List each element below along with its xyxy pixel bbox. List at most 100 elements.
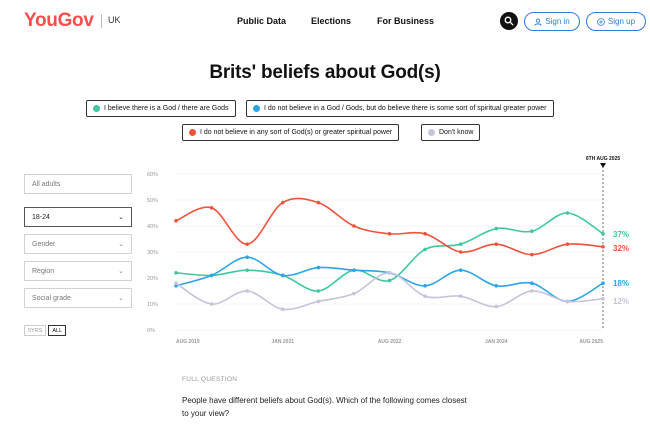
- nav-public-data[interactable]: Public Data: [237, 16, 287, 26]
- yougov-logo[interactable]: YouGov: [24, 10, 94, 31]
- population-filter[interactable]: All adults: [24, 174, 132, 194]
- page-title: Brits' beliefs about God(s): [209, 62, 441, 83]
- data-point: [458, 242, 463, 246]
- data-point: [280, 273, 285, 278]
- gender-filter[interactable]: Gender ⌄: [24, 234, 132, 254]
- data-point: [316, 200, 321, 205]
- legend-believe-god[interactable]: I believe there is a God / there are God…: [86, 100, 236, 117]
- sign-in-label: Sign in: [545, 17, 570, 26]
- nav-elections[interactable]: Elections: [311, 16, 352, 26]
- legend-no-god[interactable]: I do not believe in any sort of God(s) o…: [182, 124, 400, 141]
- x-tick-label: AUG 2019: [176, 339, 200, 345]
- data-point: [352, 224, 356, 228]
- search-icon: [504, 16, 514, 26]
- logo-divider: [101, 14, 102, 28]
- y-tick-label: 60%: [147, 172, 158, 178]
- date-marker-label: 6TH AUG 2025: [586, 156, 620, 162]
- y-tick-label: 10%: [147, 302, 158, 308]
- data-point: [565, 242, 570, 246]
- data-point: [530, 281, 534, 285]
- data-point: [209, 206, 214, 210]
- data-point: [423, 232, 427, 236]
- series-end-label: 12%: [613, 297, 629, 306]
- data-point: [387, 232, 392, 236]
- legend-dot: [93, 105, 100, 112]
- region-filter[interactable]: Region ⌄: [24, 261, 132, 281]
- data-point: [601, 281, 605, 285]
- range-all-button[interactable]: ALL: [48, 325, 67, 336]
- series-end-label: 18%: [613, 279, 629, 288]
- data-point: [458, 294, 463, 298]
- social-grade-filter[interactable]: Social grade ⌄: [24, 288, 132, 308]
- data-point: [245, 268, 249, 272]
- data-point: [316, 299, 321, 304]
- region-label[interactable]: UK: [108, 15, 121, 25]
- data-point: [316, 265, 321, 270]
- user-icon: [534, 17, 542, 26]
- data-point: [601, 297, 605, 301]
- data-point: [601, 245, 605, 249]
- data-point: [245, 242, 249, 246]
- data-point: [245, 289, 249, 293]
- data-point: [174, 281, 178, 285]
- legend-dot: [253, 105, 260, 112]
- data-point: [316, 289, 321, 293]
- age-filter[interactable]: 18-24 ⌄: [24, 207, 132, 227]
- x-tick-label: JAN 2021: [271, 339, 294, 345]
- age-filter-value: 18-24: [32, 213, 50, 221]
- data-point: [423, 284, 427, 288]
- data-point: [280, 307, 285, 311]
- sign-up-button[interactable]: Sign up: [586, 12, 646, 31]
- plus-icon: [597, 17, 605, 26]
- chevron-down-icon: ⌄: [118, 295, 124, 302]
- range-5yrs-button[interactable]: 5YRS: [24, 325, 47, 336]
- y-tick-label: 50%: [147, 198, 158, 204]
- data-point: [387, 278, 392, 283]
- chevron-down-icon: ⌄: [118, 268, 124, 275]
- data-point: [530, 289, 534, 293]
- sign-in-button[interactable]: Sign in: [524, 12, 580, 31]
- data-point: [494, 304, 499, 309]
- data-point: [245, 255, 249, 259]
- legend-dot: [189, 129, 196, 136]
- data-point: [209, 273, 214, 278]
- legend-dont-know[interactable]: Don't know: [421, 124, 481, 141]
- x-tick-label: AUG 2022: [378, 339, 402, 345]
- sign-up-label: Sign up: [607, 17, 636, 26]
- data-point: [280, 200, 285, 205]
- series-end-label: 37%: [613, 230, 629, 239]
- date-marker-triangle: [600, 163, 606, 168]
- data-point: [352, 268, 356, 272]
- data-point: [494, 226, 499, 231]
- line-chart[interactable]: 0% 10% 20% 30% 40% 50% 60% AUG 2019 JAN 2021 AUG …: [140, 150, 640, 350]
- time-range-toggle: 5YRS ALL: [24, 325, 67, 336]
- data-point: [352, 291, 356, 296]
- population-filter-value: All adults: [32, 180, 61, 188]
- legend-label: I do not believe in any sort of God(s) o…: [200, 129, 393, 136]
- legend-spiritual[interactable]: I do not believe in a God / Gods, but do…: [246, 100, 554, 117]
- data-point: [530, 252, 534, 257]
- social-grade-filter-value: Social grade: [32, 294, 71, 302]
- data-point: [601, 232, 605, 236]
- y-tick-label: 20%: [147, 276, 158, 282]
- question-label: FULL QUESTION: [182, 376, 238, 383]
- data-point: [209, 302, 214, 306]
- y-tick-label: 40%: [147, 224, 158, 230]
- data-point: [494, 242, 499, 246]
- chevron-down-icon: ⌄: [118, 214, 124, 221]
- chevron-down-icon: ⌄: [118, 241, 124, 248]
- data-point: [530, 229, 534, 233]
- series-line: [175, 197, 604, 256]
- data-point: [423, 294, 427, 298]
- data-point: [174, 271, 178, 275]
- data-point: [423, 247, 427, 252]
- data-point: [458, 250, 463, 254]
- region-filter-value: Region: [32, 267, 55, 275]
- search-button[interactable]: [500, 12, 518, 30]
- legend-dot: [428, 129, 435, 136]
- legend-label: I believe there is a God / there are God…: [104, 105, 229, 112]
- data-point: [565, 211, 570, 215]
- series-end-label: 32%: [613, 244, 629, 253]
- nav-for-business[interactable]: For Business: [377, 16, 435, 26]
- data-point: [494, 284, 499, 288]
